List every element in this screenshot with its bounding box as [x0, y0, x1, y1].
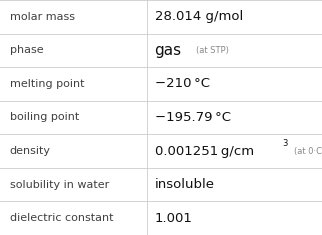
- Text: (at 0·C): (at 0·C): [294, 147, 322, 156]
- Text: insoluble: insoluble: [155, 178, 214, 191]
- Text: solubility in water: solubility in water: [10, 180, 109, 190]
- Text: −210 °C: −210 °C: [155, 77, 210, 90]
- Text: (at STP): (at STP): [196, 46, 229, 55]
- Text: −195.79 °C: −195.79 °C: [155, 111, 231, 124]
- Text: gas: gas: [155, 43, 182, 58]
- Text: melting point: melting point: [10, 79, 84, 89]
- Text: 28.014 g/mol: 28.014 g/mol: [155, 10, 243, 23]
- Text: boiling point: boiling point: [10, 113, 79, 122]
- Text: 3: 3: [282, 139, 288, 148]
- Text: density: density: [10, 146, 51, 156]
- Text: molar mass: molar mass: [10, 12, 75, 22]
- Text: dielectric constant: dielectric constant: [10, 213, 113, 223]
- Text: 0.001251 g/cm: 0.001251 g/cm: [155, 145, 254, 158]
- Text: phase: phase: [10, 45, 43, 55]
- Text: 1.001: 1.001: [155, 212, 193, 225]
